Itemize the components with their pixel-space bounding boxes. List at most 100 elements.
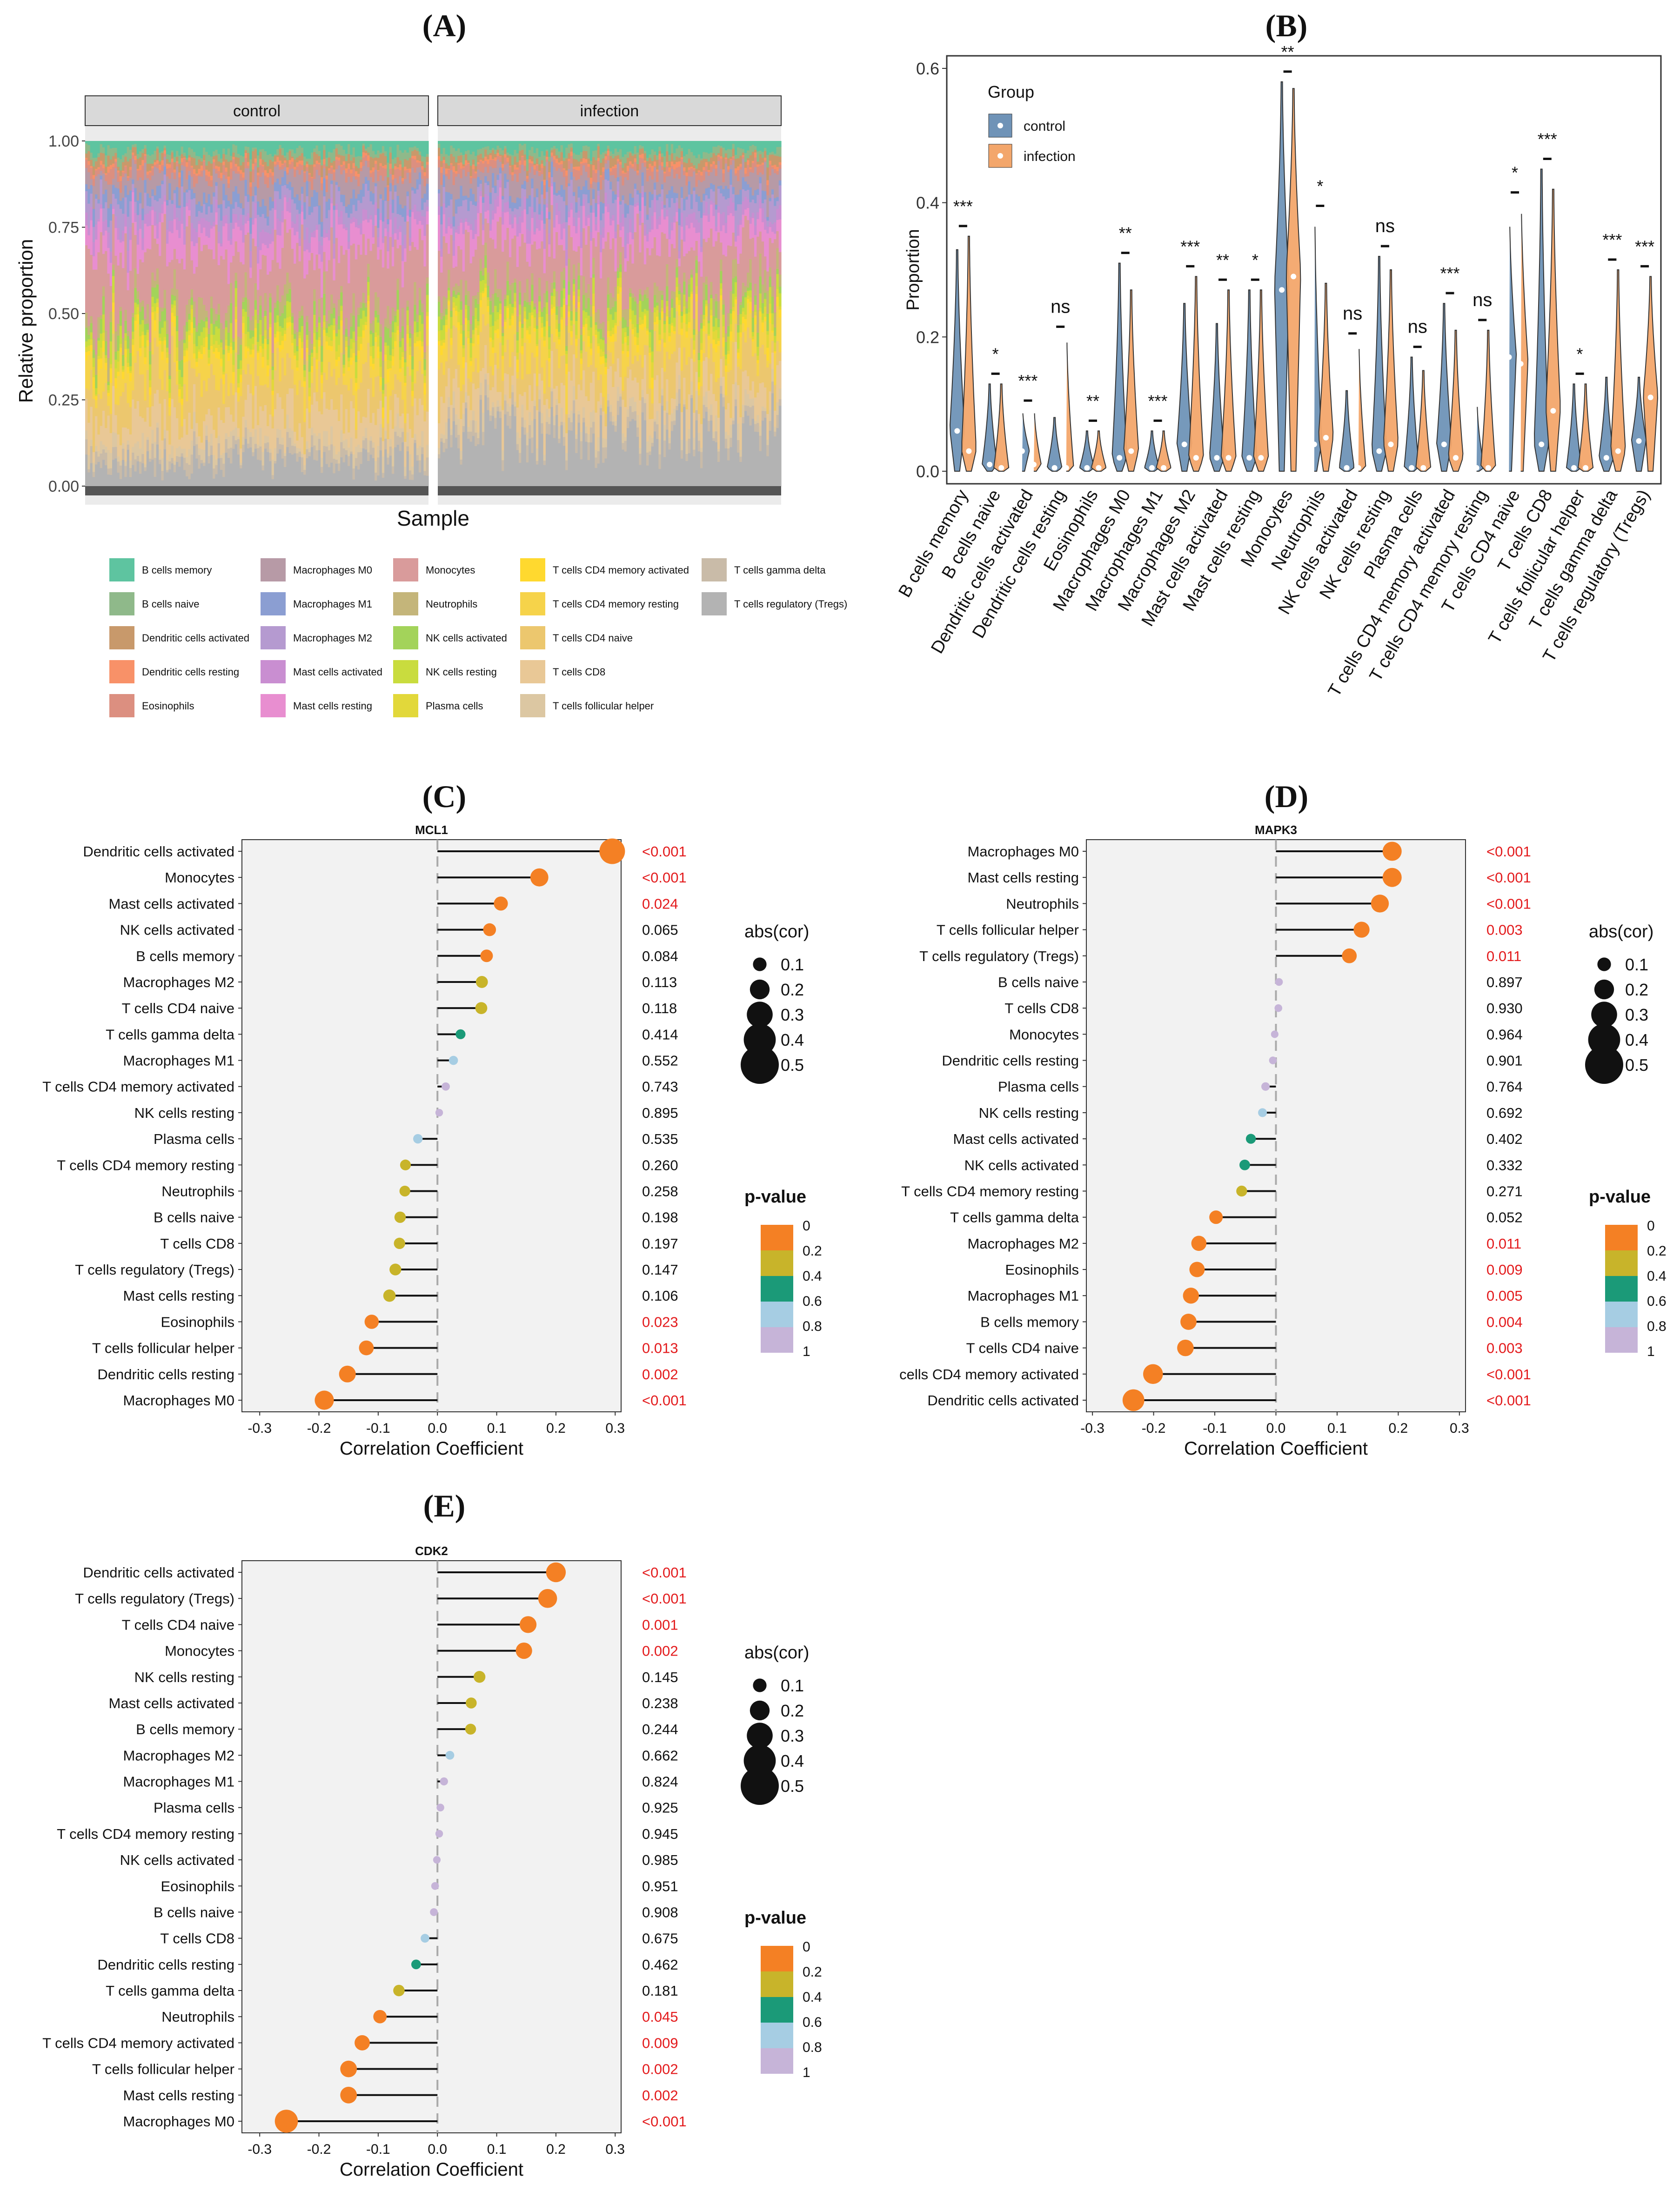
stacked-segment-5 [408, 172, 412, 183]
stacked-segment-16 [377, 346, 380, 359]
stacked-segment-20 [646, 441, 649, 453]
stacked-segment-13 [144, 324, 147, 335]
stacked-segment-7 [450, 194, 453, 200]
stacked-segment-18 [97, 394, 100, 435]
stacked-segment-20 [408, 454, 412, 471]
stacked-segment-20 [181, 448, 184, 454]
stacked-segment-4 [467, 162, 470, 164]
stacked-segment-6 [402, 183, 404, 208]
stacked-segment-7 [291, 187, 294, 200]
stacked-segment-6 [240, 180, 242, 203]
stacked-segment-4 [281, 163, 284, 165]
stacked-segment-1 [641, 141, 644, 147]
stacked-segment-2 [352, 147, 355, 158]
stacked-segment-15 [124, 340, 127, 349]
stacked-segment-16 [90, 345, 93, 352]
stacked-segment-14 [416, 332, 419, 337]
stacked-segment-11 [609, 249, 612, 294]
stacked-segment-11 [122, 268, 125, 338]
stacked-segment-6 [355, 179, 358, 199]
stacked-segment-22 [257, 459, 260, 487]
stacked-segment-5 [225, 171, 228, 179]
stacked-segment-3 [408, 158, 412, 169]
stacked-segment-11 [308, 260, 311, 331]
stacked-segment-11 [149, 249, 152, 342]
stacked-segment-16 [548, 358, 551, 362]
stacked-segment-17 [303, 387, 307, 422]
stacked-segment-20 [421, 431, 424, 448]
stacked-segment-7 [271, 201, 274, 208]
stacked-segment-1 [333, 141, 336, 149]
stacked-segment-16 [181, 398, 184, 405]
stacked-segment-5 [274, 164, 277, 167]
stacked-segment-22 [259, 460, 262, 487]
stacked-segment-18 [382, 427, 385, 441]
stacked-segment-10 [636, 205, 639, 214]
stacked-segment-4 [112, 163, 115, 167]
stacked-segment-15 [518, 314, 522, 322]
stacked-segment-14 [112, 276, 115, 293]
stacked-segment-21 [464, 402, 468, 408]
stacked-segment-21 [254, 443, 257, 449]
stacked-segment-5 [391, 179, 395, 186]
stacked-segment-9 [288, 197, 292, 213]
stacked-segment-13 [448, 287, 450, 291]
stacked-segment-20 [416, 448, 419, 455]
stacked-segment-19 [379, 400, 382, 425]
stacked-segment-5 [244, 158, 248, 168]
stacked-segment-10 [464, 221, 468, 230]
stacked-segment-10 [624, 258, 627, 272]
stacked-segment-14 [572, 284, 576, 292]
stacked-segment-4 [382, 166, 385, 168]
stacked-segment-11 [631, 263, 635, 294]
stacked-segment-1 [587, 141, 590, 147]
stacked-segment-20 [382, 456, 385, 473]
stacked-segment-19 [301, 437, 304, 454]
stacked-segment-4 [414, 155, 417, 160]
stacked-segment-21 [360, 452, 363, 464]
stacked-segment-22 [479, 399, 482, 487]
stacked-segment-2 [475, 155, 477, 167]
stacked-segment-7 [97, 199, 100, 204]
stacked-segment-11 [97, 252, 100, 317]
stacked-segment-7 [572, 192, 576, 196]
stacked-segment-16 [357, 350, 360, 360]
stacked-segment-2 [521, 145, 524, 150]
stacked-segment-19 [589, 382, 593, 412]
stacked-segment-19 [585, 396, 588, 427]
stacked-segment-9 [529, 230, 531, 244]
stacked-segment-1 [328, 141, 331, 152]
stacked-segment-4 [614, 164, 617, 168]
stacked-segment-1 [575, 141, 578, 155]
stacked-segment-5 [548, 177, 551, 187]
stacked-segment-14 [558, 331, 561, 337]
stacked-segment-2 [389, 147, 392, 153]
stacked-segment-16 [585, 323, 588, 327]
stacked-segment-11 [526, 261, 529, 279]
stacked-segment-1 [141, 141, 145, 149]
stacked-segment-12 [541, 308, 544, 312]
stacked-segment-1 [227, 141, 230, 149]
stacked-segment-8 [149, 206, 152, 211]
stacked-segment-14 [616, 278, 620, 287]
stacked-segment-18 [163, 370, 167, 399]
stacked-segment-15 [452, 302, 455, 308]
stacked-segment-14 [100, 333, 103, 348]
stacked-segment-12 [352, 293, 355, 316]
stacked-segment-5 [382, 167, 385, 181]
stacked-segment-19 [119, 445, 122, 461]
stacked-segment-2 [572, 153, 576, 159]
stacked-segment-11 [565, 305, 568, 326]
stacked-segment-5 [205, 175, 208, 181]
stacked-segment-8 [144, 192, 147, 215]
stacked-segment-12 [286, 272, 289, 294]
stacked-segment-13 [240, 344, 242, 361]
stacked-segment-9 [210, 225, 213, 229]
stacked-segment-14 [271, 370, 274, 380]
stacked-segment-8 [296, 209, 299, 215]
stacked-segment-12 [362, 293, 365, 303]
stacked-segment-5 [315, 163, 319, 170]
stacked-segment-19 [464, 362, 468, 393]
stacked-segment-22 [286, 447, 289, 487]
stacked-segment-10 [234, 222, 238, 242]
